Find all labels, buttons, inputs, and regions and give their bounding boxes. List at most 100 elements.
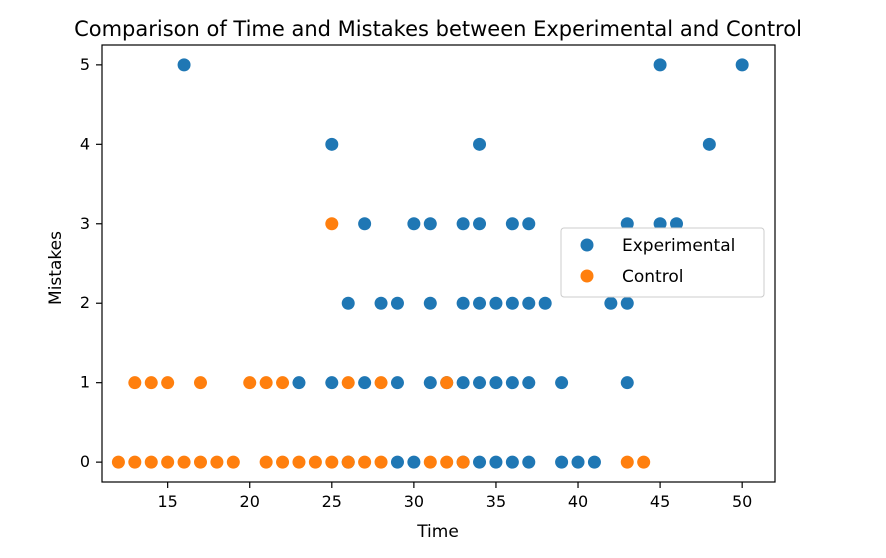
- scatter-point-experimental: [423, 376, 437, 390]
- scatter-point-experimental: [390, 455, 404, 469]
- scatter-point-experimental: [587, 455, 601, 469]
- scatter-point-experimental: [505, 296, 519, 310]
- x-tick-label: 50: [732, 492, 752, 511]
- scatter-point-experimental: [473, 137, 487, 151]
- scatter-point-experimental: [670, 217, 684, 231]
- scatter-point-control: [243, 376, 257, 390]
- scatter-point-experimental: [522, 376, 536, 390]
- legend-marker-control: [580, 269, 594, 283]
- scatter-point-experimental: [653, 217, 667, 231]
- scatter-point-control: [440, 455, 454, 469]
- scatter-point-control: [276, 455, 290, 469]
- scatter-point-control: [259, 376, 273, 390]
- scatter-point-experimental: [505, 455, 519, 469]
- scatter-point-control: [144, 455, 158, 469]
- x-tick-label: 30: [404, 492, 424, 511]
- x-tick-label: 25: [322, 492, 342, 511]
- scatter-point-control: [292, 455, 306, 469]
- scatter-point-experimental: [423, 217, 437, 231]
- x-tick-label: 15: [157, 492, 177, 511]
- scatter-point-control: [226, 455, 240, 469]
- scatter-point-control: [276, 376, 290, 390]
- legend-marker-experimental: [580, 238, 594, 252]
- scatter-point-control: [161, 376, 175, 390]
- y-tick-label: 1: [80, 373, 90, 392]
- scatter-point-control: [620, 455, 634, 469]
- legend-label-experimental: Experimental: [622, 236, 735, 256]
- y-tick-label: 2: [80, 293, 90, 312]
- legend-label-control: Control: [622, 267, 683, 287]
- scatter-point-experimental: [358, 217, 372, 231]
- scatter-point-control: [423, 455, 437, 469]
- scatter-point-experimental: [522, 455, 536, 469]
- scatter-point-control: [128, 376, 142, 390]
- scatter-point-control: [374, 376, 388, 390]
- scatter-point-control: [358, 455, 372, 469]
- scatter-point-control: [177, 455, 191, 469]
- scatter-point-experimental: [735, 58, 749, 72]
- scatter-point-experimental: [456, 296, 470, 310]
- scatter-point-experimental: [571, 455, 585, 469]
- scatter-point-experimental: [653, 58, 667, 72]
- y-tick-label: 5: [80, 55, 90, 74]
- scatter-point-control: [341, 455, 355, 469]
- scatter-point-control: [128, 455, 142, 469]
- x-axis-ticks: 15 20 25 30 35 40 45 50: [157, 482, 752, 511]
- chart-title: Comparison of Time and Mistakes between …: [74, 17, 802, 41]
- scatter-point-experimental: [177, 58, 191, 72]
- scatter-point-experimental: [407, 455, 421, 469]
- scatter-point-control: [325, 455, 339, 469]
- scatter-point-experimental: [358, 376, 372, 390]
- y-axis-ticks: 0 1 2 3 4 5: [80, 55, 102, 471]
- scatter-point-control: [440, 376, 454, 390]
- data-points-layer: [111, 58, 749, 469]
- scatter-point-control: [144, 376, 158, 390]
- scatter-point-experimental: [555, 455, 569, 469]
- scatter-point-control: [210, 455, 224, 469]
- scatter-point-experimental: [620, 376, 634, 390]
- scatter-point-experimental: [522, 296, 536, 310]
- x-tick-label: 35: [486, 492, 506, 511]
- scatter-point-control: [374, 455, 388, 469]
- scatter-point-experimental: [292, 376, 306, 390]
- scatter-point-experimental: [390, 376, 404, 390]
- y-tick-label: 4: [80, 134, 90, 153]
- y-tick-label: 0: [80, 452, 90, 471]
- scatter-point-control: [456, 455, 470, 469]
- scatter-point-experimental: [702, 137, 716, 151]
- scatter-point-experimental: [473, 217, 487, 231]
- x-axis-label: Time: [416, 522, 459, 542]
- scatter-point-experimental: [604, 296, 618, 310]
- scatter-point-experimental: [538, 296, 552, 310]
- scatter-point-experimental: [620, 296, 634, 310]
- scatter-point-experimental: [325, 137, 339, 151]
- scatter-point-experimental: [620, 217, 634, 231]
- scatter-point-experimental: [423, 296, 437, 310]
- x-tick-label: 20: [240, 492, 260, 511]
- scatter-point-experimental: [456, 217, 470, 231]
- scatter-point-experimental: [555, 376, 569, 390]
- scatter-point-control: [193, 376, 207, 390]
- scatter-point-experimental: [325, 376, 339, 390]
- scatter-point-experimental: [489, 296, 503, 310]
- scatter-point-experimental: [473, 455, 487, 469]
- scatter-point-control: [308, 455, 322, 469]
- scatter-point-experimental: [390, 296, 404, 310]
- x-tick-label: 40: [568, 492, 588, 511]
- scatter-point-experimental: [374, 296, 388, 310]
- scatter-point-control: [161, 455, 175, 469]
- scatter-point-control: [325, 217, 339, 231]
- scatter-point-experimental: [505, 376, 519, 390]
- scatter-point-experimental: [341, 296, 355, 310]
- scatter-point-experimental: [473, 296, 487, 310]
- legend: Experimental Control: [560, 227, 765, 298]
- scatter-point-control: [111, 455, 125, 469]
- scatter-point-control: [637, 455, 651, 469]
- scatter-point-experimental: [456, 376, 470, 390]
- scatter-point-experimental: [489, 455, 503, 469]
- scatter-point-experimental: [522, 217, 536, 231]
- y-tick-label: 3: [80, 214, 90, 233]
- plot-area-frame: [101, 44, 776, 483]
